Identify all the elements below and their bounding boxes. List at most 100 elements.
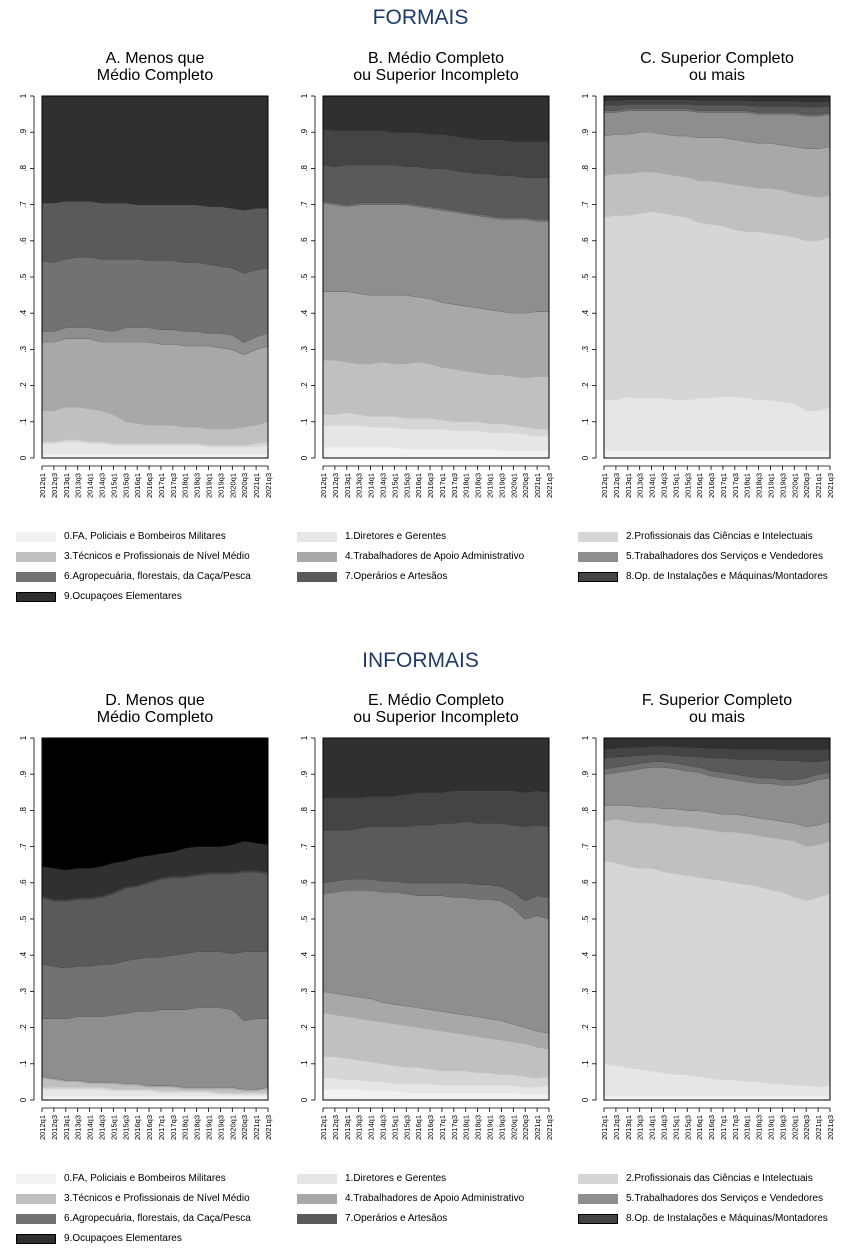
legend-informais: 0.FA, Policiais e Bombeiros Militares 1.D… (0, 1173, 841, 1253)
plot-frame (322, 95, 550, 459)
y-tick-label: .9 (581, 128, 590, 135)
x-tick-label: 2017q1 (438, 473, 447, 498)
x-tick-label: 2014q3 (659, 1115, 668, 1140)
area-series-0 (41, 1096, 269, 1101)
x-tick-label: 2020q3 (802, 473, 811, 498)
y-tick-label: .5 (19, 915, 28, 922)
area-series-10 (42, 738, 268, 871)
x-tick-label: 2012q1 (38, 473, 47, 498)
legend-swatch (578, 1174, 618, 1184)
x-tick-label: 2018q1 (743, 473, 752, 498)
x-tick-label: 2021q3 (826, 1115, 835, 1140)
legend-swatch (16, 532, 56, 542)
y-tick-label: .4 (300, 951, 309, 958)
x-tick-label: 2021q1 (814, 1115, 823, 1140)
legend-label: 7.Operários e Artesãos (345, 1213, 448, 1224)
x-tick-label: 2021q1 (533, 473, 542, 498)
y-tick-label: .9 (300, 128, 309, 135)
chart-title-line: ou Superior Incompleto (353, 67, 519, 84)
x-tick-label: 2017q3 (731, 1115, 740, 1140)
x-tick-label: 2018q3 (474, 473, 483, 498)
x-tick-label: 2019q3 (497, 1115, 506, 1140)
x-tick-label: 2018q1 (743, 1115, 752, 1140)
y-tick-label: .6 (19, 237, 28, 244)
y-tick-label: .2 (581, 1024, 590, 1031)
section-title-informais: INFORMAIS (362, 649, 479, 672)
y-tick-label: .8 (300, 165, 309, 172)
y-tick-label: .8 (300, 807, 309, 814)
x-tick-label: 2019q1 (486, 1115, 495, 1140)
x-tick-label: 2016q1 (133, 1115, 142, 1140)
x-tick-label: 2018q3 (474, 1115, 483, 1140)
x-tick-label: 2017q3 (450, 473, 459, 498)
x-tick-label: 2012q3 (612, 1115, 621, 1140)
area-series-2 (603, 211, 831, 412)
plot-frame (41, 95, 269, 459)
x-tick-label: 2021q3 (264, 473, 273, 498)
x-tick-label: 2020q3 (521, 473, 530, 498)
y-tick-label: .7 (300, 843, 309, 850)
x-tick-label: 2015q1 (390, 473, 399, 498)
y-tick-label: .4 (300, 309, 309, 316)
legend-swatch (578, 532, 618, 542)
legend-label: 6.Agropecuária, florestais, da Caça/Pesc… (64, 571, 251, 582)
legend-swatch (16, 1194, 56, 1204)
x-tick-label: 2017q1 (157, 473, 166, 498)
area-series-0 (41, 454, 269, 459)
y-tick-label: .9 (581, 770, 590, 777)
x-tick-label: 2015q3 (402, 1115, 411, 1140)
y-tick-label: .5 (581, 915, 590, 922)
x-tick-label: 2013q3 (355, 473, 364, 498)
y-tick-label: .6 (581, 879, 590, 886)
x-tick-label: 2019q1 (767, 473, 776, 498)
x-tick-label: 2014q3 (659, 473, 668, 498)
y-tick-label: .9 (19, 128, 28, 135)
x-tick-label: 2020q1 (509, 473, 518, 498)
y-tick-label: .4 (581, 951, 590, 958)
x-tick-label: 2019q3 (216, 1115, 225, 1140)
legend-label: 0.FA, Policiais e Bombeiros Militares (64, 531, 226, 542)
x-tick-label: 2018q1 (181, 473, 190, 498)
x-tick-label: 2016q3 (707, 1115, 716, 1140)
y-tick-label: .3 (300, 346, 309, 353)
x-tick-label: 2020q3 (802, 1115, 811, 1140)
x-tick-label: 2017q1 (157, 1115, 166, 1140)
legend-formais: 0.FA, Policiais e Bombeiros Militares 1.D… (0, 531, 841, 611)
y-tick-label: .4 (19, 309, 28, 316)
x-tick-label: 2014q1 (86, 1115, 95, 1140)
y-tick-label: 0 (19, 1097, 28, 1102)
chart-title-line: A. Menos que (106, 50, 205, 67)
legend-label: 3.Técnicos e Profissionais de Nível Médi… (64, 551, 250, 562)
x-tick-label: 2013q3 (355, 1115, 364, 1140)
x-tick-label: 2012q3 (331, 1115, 340, 1140)
x-tick-label: 2016q1 (414, 1115, 423, 1140)
x-tick-label: 2017q1 (719, 473, 728, 498)
plot-frame (603, 95, 831, 459)
chart-title-line: C. Superior Completo (640, 50, 794, 67)
y-tick-label: .1 (581, 1060, 590, 1067)
x-tick-label: 2013q1 (343, 473, 352, 498)
x-tick-label: 2012q1 (38, 1115, 47, 1140)
legend-label: 6.Agropecuária, florestais, da Caça/Pesc… (64, 1213, 251, 1224)
y-tick-label: .5 (581, 273, 590, 280)
y-tick-label: .3 (581, 988, 590, 995)
x-tick-label: 2013q1 (624, 473, 633, 498)
x-tick-label: 2016q3 (426, 473, 435, 498)
x-tick-label: 2015q1 (671, 1115, 680, 1140)
x-tick-label: 2012q3 (612, 473, 621, 498)
x-tick-label: 2018q1 (462, 1115, 471, 1140)
y-tick-label: .5 (19, 273, 28, 280)
y-tick-label: .7 (300, 201, 309, 208)
y-tick-label: .2 (19, 1024, 28, 1031)
x-tick-label: 2021q3 (826, 473, 835, 498)
area-series-0 (603, 450, 831, 459)
plot-frame (603, 737, 831, 1101)
plot-frame (322, 737, 550, 1101)
x-tick-label: 2019q1 (205, 1115, 214, 1140)
legend-swatch (297, 532, 337, 542)
legend-label: 4.Trabalhadores de Apoio Administrativo (345, 551, 525, 562)
